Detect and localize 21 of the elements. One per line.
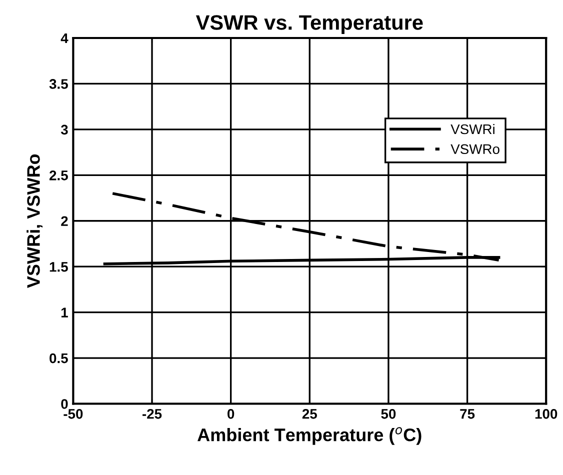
- x-tick-label: 100: [535, 408, 558, 419]
- x-axis-title: Ambient Temperature ($^{o}$C): [198, 427, 422, 445]
- y-tick-label: 4: [60, 33, 68, 44]
- y-tick-label: 3.5: [49, 79, 68, 89]
- y-tick-label: 0.5: [50, 353, 68, 364]
- x-tick-label: 0: [228, 408, 234, 419]
- legend-label: VSWRo: [450, 144, 500, 154]
- y-tick-label: 0: [61, 399, 68, 409]
- y-axis-title: VSWRi, VSWRo: [26, 154, 43, 288]
- y-tick-label: 2.5: [50, 170, 68, 180]
- x-tick-label: -25: [142, 408, 162, 419]
- chart-title: VSWR vs. Temperature: [196, 15, 423, 34]
- x-tick-label: 75: [460, 409, 475, 419]
- legend-label: VSWRi: [450, 124, 494, 134]
- y-tick-label: 1.5: [50, 262, 68, 272]
- x-tick-label: -50: [64, 408, 83, 419]
- y-tick-label: 3: [60, 124, 68, 135]
- y-tick-label: 1: [61, 308, 68, 318]
- x-tick-label: 25: [302, 408, 317, 419]
- x-tick-label: 50: [381, 408, 396, 419]
- y-tick-label: 2: [61, 216, 68, 226]
